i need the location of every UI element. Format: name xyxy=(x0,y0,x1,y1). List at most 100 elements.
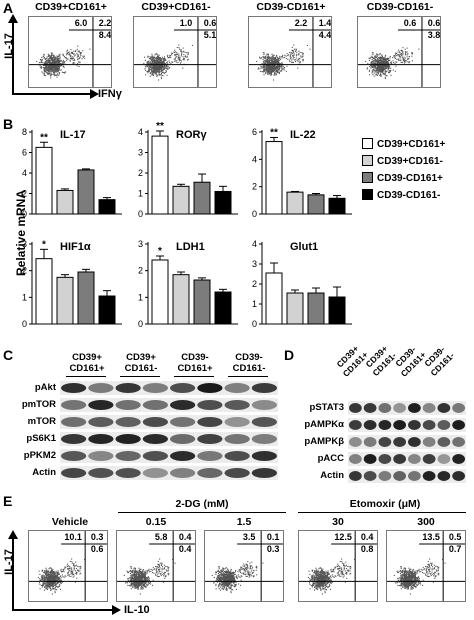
flow-dot xyxy=(274,72,276,74)
flow-dot xyxy=(263,52,265,54)
flow-dot xyxy=(270,74,273,76)
flow-dot xyxy=(46,578,48,581)
flow-dot xyxy=(273,67,275,69)
flow-dot xyxy=(53,573,55,575)
flow-dot xyxy=(143,56,146,58)
flow-dot xyxy=(170,57,172,59)
flow-dot xyxy=(142,588,144,590)
flow-dot xyxy=(44,578,46,581)
flow-dot xyxy=(300,61,302,63)
flow-dot xyxy=(142,584,144,587)
flow-dot xyxy=(246,570,248,572)
blot-c-strip-6 xyxy=(60,466,278,480)
flow-dot xyxy=(70,572,72,574)
flow-dot xyxy=(383,58,386,60)
flow-dot xyxy=(179,56,181,58)
flow-dot xyxy=(384,54,387,57)
flow-dot xyxy=(144,59,146,61)
flow-dot xyxy=(68,54,70,56)
flow-dot xyxy=(56,55,58,57)
flow-dot xyxy=(158,572,160,574)
flow-dot xyxy=(79,56,81,58)
flow-dot xyxy=(59,60,61,62)
flow-dot xyxy=(156,60,158,62)
flow-dot xyxy=(68,575,70,577)
flow-dot xyxy=(59,57,61,59)
flow-dot xyxy=(137,582,140,584)
flow-dot xyxy=(47,68,49,71)
flow-dot xyxy=(371,56,373,58)
flow-dot xyxy=(44,74,47,77)
flow-dot xyxy=(136,582,138,584)
flow-dot xyxy=(51,61,54,63)
flow-dot xyxy=(272,64,274,66)
flow-dot xyxy=(54,61,56,63)
flow-dot xyxy=(384,61,386,63)
flow-dot xyxy=(268,60,270,62)
flow-dot xyxy=(42,574,44,576)
flow-a1-title: CD39+CD161+ xyxy=(35,1,107,13)
flow-dot xyxy=(270,71,272,73)
flow-dot xyxy=(58,74,60,76)
flow-dot xyxy=(49,571,52,573)
flow-dot xyxy=(153,568,155,571)
quadrant-ur-value: 0.4 xyxy=(178,532,192,542)
flow-dot xyxy=(146,571,149,573)
flow-dot xyxy=(56,572,58,574)
flow-dot xyxy=(45,588,47,590)
flow-dot xyxy=(164,571,166,574)
flow-dot xyxy=(268,70,271,72)
flow-dot xyxy=(72,56,74,58)
flow-dot xyxy=(50,58,52,60)
flow-dot xyxy=(396,58,398,60)
flow-dot xyxy=(272,68,274,70)
flow-dot xyxy=(49,573,51,576)
flow-dot xyxy=(72,57,74,59)
flow-dot xyxy=(379,65,381,67)
flow-dot xyxy=(159,65,161,67)
flow-dot xyxy=(381,61,383,63)
flow-dot xyxy=(77,62,79,64)
y-tick-label: 2 xyxy=(252,279,257,289)
blot-band xyxy=(88,417,114,427)
flow-dot xyxy=(45,72,47,74)
flow-dot xyxy=(404,61,406,63)
flow-dot xyxy=(183,53,185,56)
group-2dg-line xyxy=(118,512,286,513)
flow-dot xyxy=(57,582,59,584)
flow-dot xyxy=(160,564,163,567)
flow-dot xyxy=(52,573,54,575)
flow-dot xyxy=(54,62,56,64)
flow-dot xyxy=(151,71,153,73)
flow-dot xyxy=(134,584,136,586)
flow-dot xyxy=(302,58,304,60)
flow-dot xyxy=(51,582,53,584)
flow-dot xyxy=(271,66,273,68)
flow-dot xyxy=(162,61,164,64)
flow-dot xyxy=(382,59,385,61)
flow-dot xyxy=(56,68,58,70)
flow-dot xyxy=(225,575,227,577)
flow-dot xyxy=(154,66,156,69)
flow-dot xyxy=(185,56,187,58)
flow-dot xyxy=(131,572,133,574)
flow-dot xyxy=(271,65,273,67)
flow-dot xyxy=(378,62,380,64)
flow-dot xyxy=(45,573,47,576)
flow-dot xyxy=(158,65,161,68)
flow-dot xyxy=(133,570,135,573)
flow-dot xyxy=(385,61,388,63)
flow-dot xyxy=(154,71,156,73)
flow-dot xyxy=(382,58,384,60)
flow-dot xyxy=(375,71,377,73)
flow-dot xyxy=(381,54,383,56)
flow-dot xyxy=(374,68,376,70)
flow-dot xyxy=(53,73,55,75)
flow-dot xyxy=(379,62,381,64)
flow-dot xyxy=(178,48,181,50)
flow-dot xyxy=(147,62,149,64)
flow-dot xyxy=(368,70,370,72)
flow-dot xyxy=(140,572,142,574)
flow-dot xyxy=(281,69,283,71)
blot-band xyxy=(115,451,141,461)
